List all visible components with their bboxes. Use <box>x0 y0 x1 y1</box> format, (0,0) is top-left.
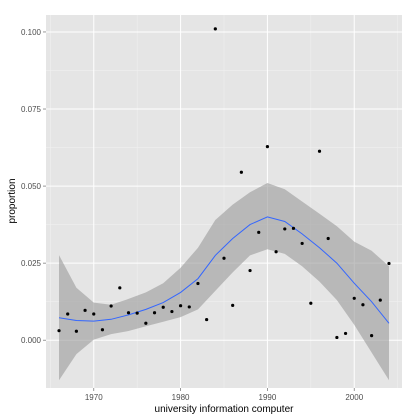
data-point <box>178 304 183 308</box>
x-tick-label: 2000 <box>345 393 363 402</box>
data-point <box>118 286 122 290</box>
data-point <box>205 317 209 322</box>
confidence-ribbon <box>59 183 389 381</box>
x-tick-label: 1970 <box>85 393 103 402</box>
data-point <box>161 305 165 309</box>
x-tick-label: 1980 <box>172 393 190 402</box>
data-point <box>317 149 322 153</box>
data-point <box>343 331 348 336</box>
data-point <box>126 311 131 315</box>
data-point <box>300 241 304 246</box>
data-point <box>352 296 356 300</box>
data-points <box>57 27 391 340</box>
data-point <box>257 230 261 234</box>
x-tick-label: 1990 <box>259 393 277 402</box>
data-point <box>213 27 217 31</box>
data-point <box>265 145 270 149</box>
data-point <box>57 329 61 333</box>
data-point <box>231 303 235 307</box>
data-point <box>135 311 139 315</box>
data-point <box>239 170 243 174</box>
data-point <box>326 236 330 241</box>
data-point <box>387 261 391 266</box>
data-point <box>370 333 374 338</box>
data-point <box>170 309 174 314</box>
y-tick-label: 0.050 <box>21 182 42 191</box>
y-axis-ticks: 0.000 0.025 0.050 0.075 0.100 <box>21 28 46 345</box>
data-point <box>83 308 87 312</box>
data-point <box>248 268 252 273</box>
data-point <box>92 312 96 316</box>
data-point <box>378 298 382 302</box>
data-point <box>100 328 105 332</box>
x-axis-title: university information computer <box>155 404 295 415</box>
data-point <box>152 311 157 315</box>
y-tick-label: 0.000 <box>21 336 42 345</box>
data-point <box>291 226 296 230</box>
y-tick-label: 0.100 <box>21 28 42 37</box>
data-point <box>361 303 365 307</box>
data-point <box>222 256 226 260</box>
data-point <box>196 281 200 286</box>
data-point <box>309 301 313 305</box>
data-point <box>74 329 78 333</box>
data-point <box>144 321 148 325</box>
x-axis-ticks: 1970 1980 1990 2000 <box>85 388 364 402</box>
y-axis-title: proportion <box>7 178 18 223</box>
data-point <box>66 312 70 316</box>
data-point <box>109 304 113 308</box>
y-tick-label: 0.075 <box>21 105 42 114</box>
data-point <box>335 335 339 340</box>
y-tick-label: 0.025 <box>21 259 42 268</box>
data-point <box>274 250 278 254</box>
data-point <box>283 227 287 231</box>
data-point <box>187 305 191 309</box>
smooth-trend-line <box>58 216 390 324</box>
